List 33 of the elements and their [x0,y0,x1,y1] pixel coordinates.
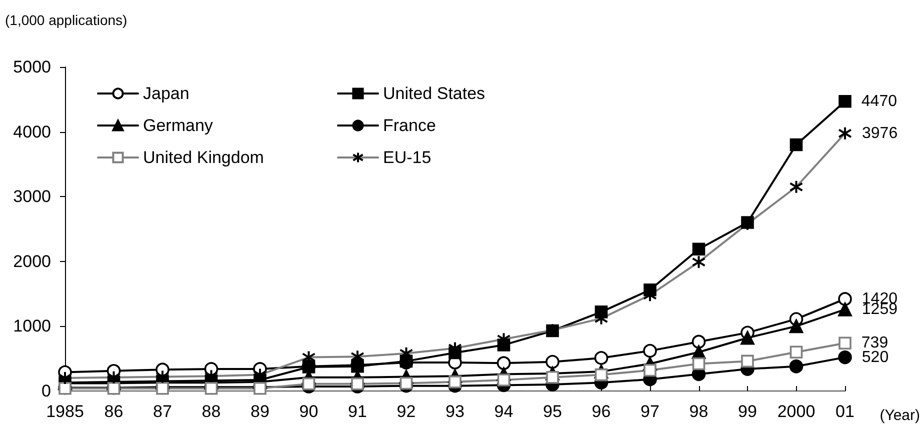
y-tick-label: 0 [42,382,51,400]
y-tick-label: 5000 [13,58,51,76]
x-tick-label: 94 [494,402,514,421]
x-tick-label: 89 [250,402,270,421]
data-label: 4470 [861,92,898,110]
legend-label: Germany [143,116,214,135]
x-tick-label: 96 [592,402,611,421]
legend-label: United Kingdom [143,148,264,167]
x-tick-label: 97 [640,402,660,421]
y-axis-title: (1,000 applications) [5,12,128,28]
x-tick-label: 88 [202,402,221,421]
x-tick-label: 91 [348,402,367,421]
legend-label: United States [383,84,486,103]
x-tick-label: 87 [153,402,172,421]
x-tick-label: 2000 [777,402,816,421]
y-tick-label: 3000 [13,187,51,206]
x-tick-label: 99 [738,402,757,421]
legend-label: Japan [143,84,190,103]
x-tick-label: 93 [446,402,464,421]
data-label: 3976 [862,124,898,142]
legend-label: France [383,116,436,135]
x-axis-title: (Year) [880,407,920,424]
y-tick-label: 1000 [13,316,51,336]
y-tick-label: 2000 [13,252,51,271]
x-tick-label: 90 [299,402,318,421]
x-tick-label: 98 [689,402,708,421]
x-tick-label: 92 [396,402,416,421]
legend-label: EU-15 [383,148,432,167]
x-tick-label: 1985 [46,402,84,421]
x-tick-label: 95 [543,402,562,421]
y-tick-label: 4000 [13,122,51,142]
x-tick-label: 01 [836,402,854,421]
x-tick-label: 86 [104,402,124,421]
